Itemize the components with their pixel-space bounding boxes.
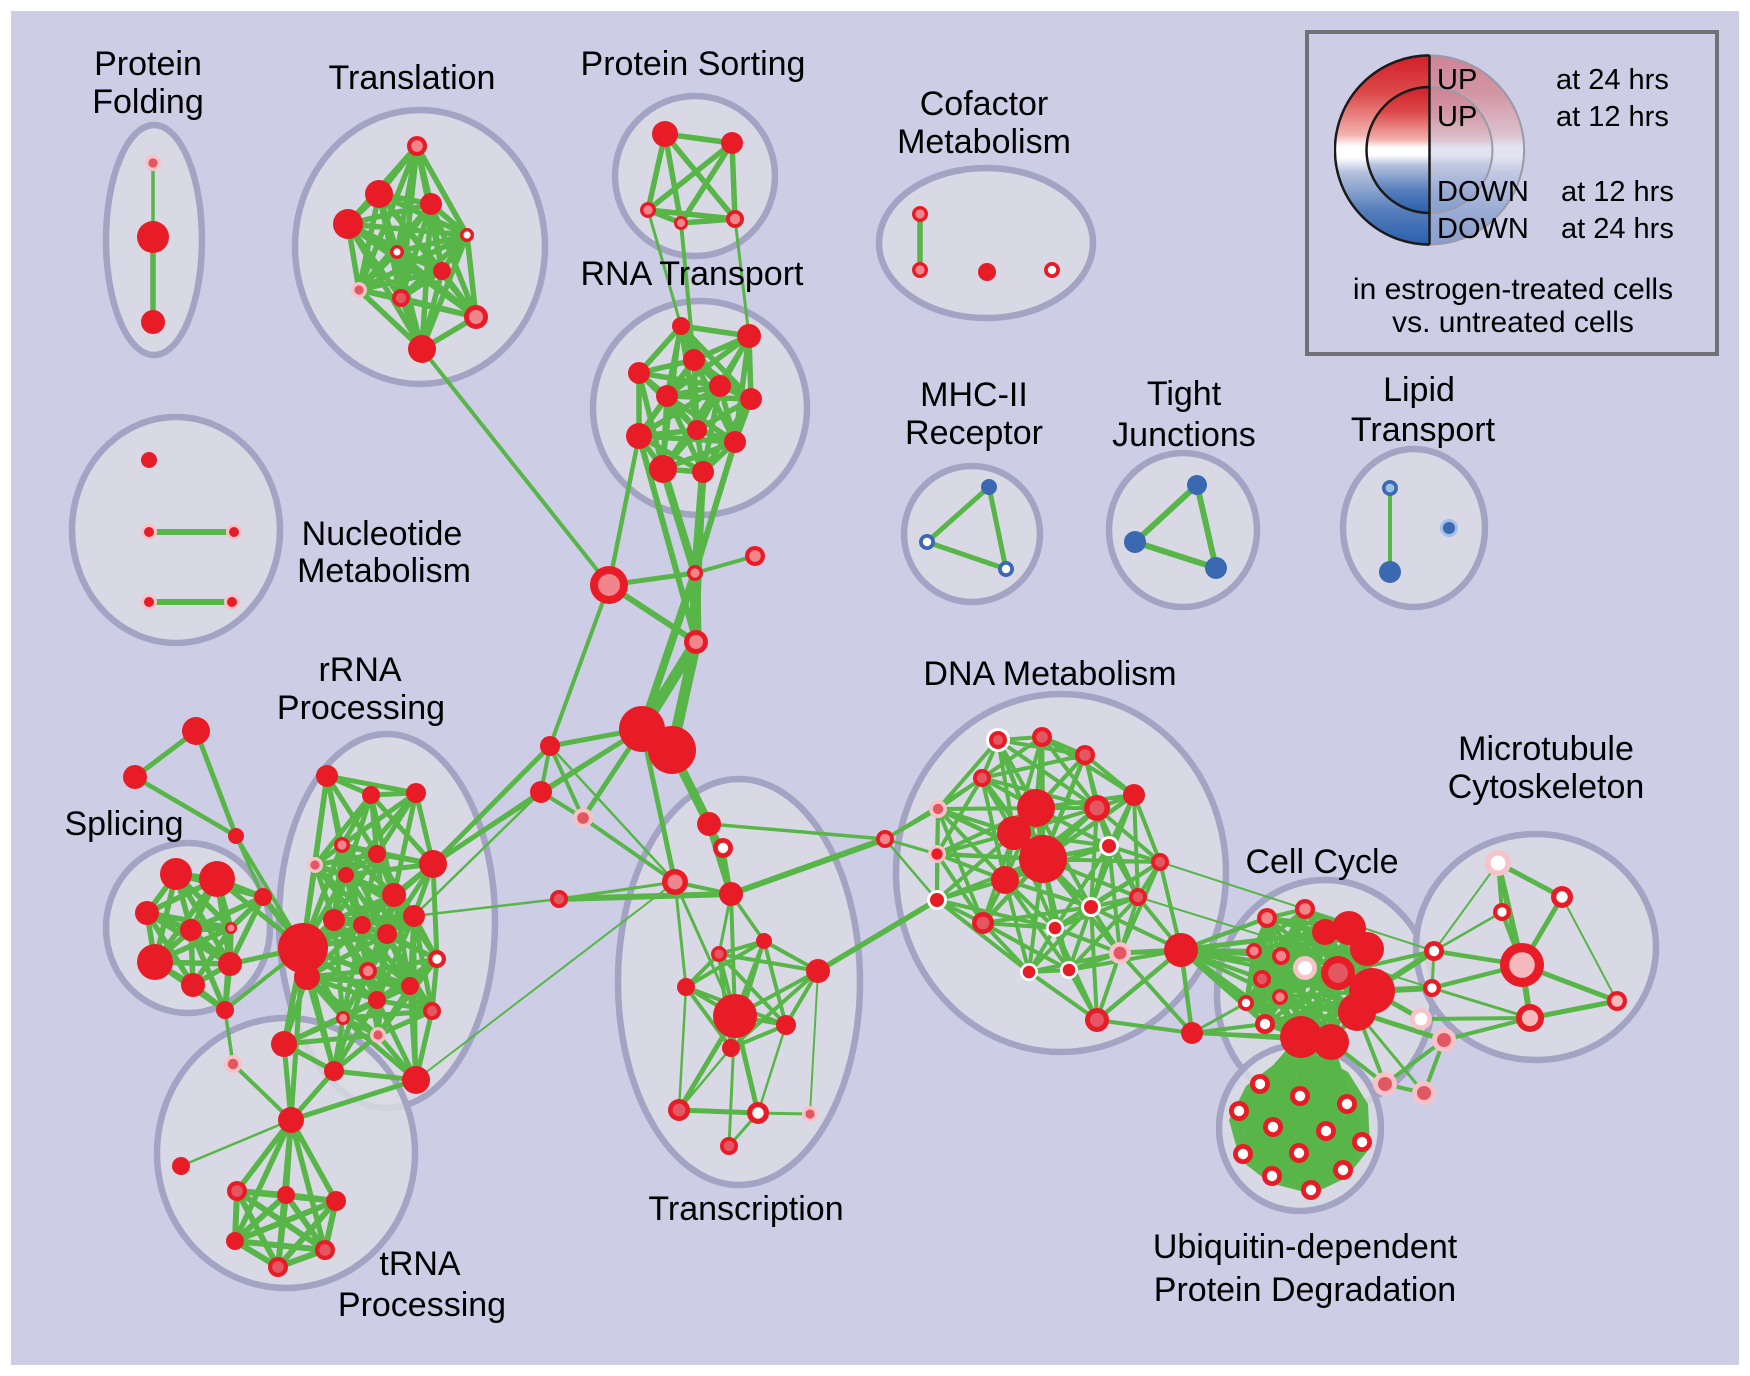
svg-text:DNA Metabolism: DNA Metabolism [923, 655, 1176, 693]
svg-text:Folding: Folding [92, 83, 204, 121]
svg-text:Splicing: Splicing [64, 805, 183, 843]
svg-text:Translation: Translation [329, 59, 496, 97]
svg-text:RNA Transport: RNA Transport [581, 255, 805, 293]
svg-text:UP: UP [1437, 101, 1477, 133]
svg-text:Transcription: Transcription [648, 1190, 843, 1228]
svg-text:Tight: Tight [1147, 375, 1222, 413]
svg-text:Junctions: Junctions [1112, 416, 1256, 454]
svg-text:Transport: Transport [1351, 411, 1496, 449]
svg-text:UP: UP [1437, 64, 1477, 96]
svg-text:Ubiquitin-dependent: Ubiquitin-dependent [1153, 1228, 1458, 1266]
svg-text:Receptor: Receptor [905, 414, 1043, 452]
svg-text:Cytoskeleton: Cytoskeleton [1448, 768, 1645, 806]
svg-text:Protein Sorting: Protein Sorting [581, 45, 806, 83]
svg-text:DOWN: DOWN [1437, 213, 1529, 245]
svg-text:in estrogen-treated cells: in estrogen-treated cells [1353, 273, 1673, 306]
svg-text:at 24 hrs: at 24 hrs [1561, 213, 1674, 245]
svg-text:Protein: Protein [94, 45, 202, 83]
svg-text:Processing: Processing [338, 1286, 506, 1324]
svg-text:Cell Cycle: Cell Cycle [1245, 843, 1398, 881]
svg-text:Metabolism: Metabolism [897, 123, 1071, 161]
svg-text:Protein Degradation: Protein Degradation [1154, 1271, 1456, 1309]
svg-text:at 12 hrs: at 12 hrs [1556, 101, 1669, 133]
svg-text:Processing: Processing [277, 689, 445, 727]
svg-text:vs. untreated cells: vs. untreated cells [1392, 306, 1634, 339]
svg-text:at 24 hrs: at 24 hrs [1556, 64, 1669, 96]
svg-text:DOWN: DOWN [1437, 176, 1529, 208]
svg-text:MHC-II: MHC-II [920, 376, 1028, 414]
svg-text:Nucleotide: Nucleotide [302, 515, 463, 553]
svg-text:Metabolism: Metabolism [297, 552, 471, 590]
svg-text:tRNA: tRNA [379, 1245, 461, 1283]
svg-text:rRNA: rRNA [318, 651, 401, 689]
svg-text:Lipid: Lipid [1383, 371, 1455, 409]
svg-text:Microtubule: Microtubule [1458, 730, 1634, 768]
svg-text:Cofactor: Cofactor [920, 85, 1049, 123]
svg-text:at 12 hrs: at 12 hrs [1561, 176, 1674, 208]
